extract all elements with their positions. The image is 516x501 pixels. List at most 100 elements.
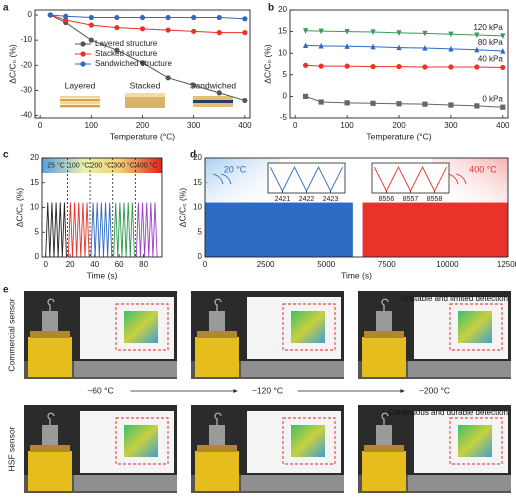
marker [474,32,480,39]
marker [500,47,506,54]
wave-line [67,202,90,258]
heater [362,337,406,377]
plot-frame [41,157,163,258]
plot-frame [204,157,509,258]
sensor-pad [197,331,237,338]
marker [302,28,309,34]
marker [242,16,248,22]
x-tick-label: 60 [115,260,124,269]
detection-box [449,303,503,351]
temperature-step: ~120 °C [252,385,283,395]
x-tick-label: 0 [38,121,43,130]
inset-frame [267,162,346,194]
y-tick-label: -40 [20,111,32,120]
marker [80,41,86,47]
sample-image [193,100,233,103]
inset-tick-label: 8558 [427,196,443,203]
weight [376,425,392,445]
marker [88,22,94,28]
marker [370,43,376,50]
heat-arrow [212,173,232,185]
sensor-pad [364,445,404,452]
marker [216,30,222,36]
marker [396,44,402,51]
keyboard [74,361,177,377]
x-tick-label: 80 [139,260,148,269]
x-tick-label: 20 [66,260,75,269]
marker [242,97,248,104]
sample-image [60,102,100,105]
heat-map [291,311,325,343]
sample-image [60,99,100,102]
x-tick-label: 2500 [257,260,275,269]
series-label: 120 kPa [473,23,503,32]
weight [376,311,392,331]
marker [302,93,309,99]
marker [396,63,402,70]
marker [63,17,69,23]
series-line [305,64,503,68]
marker [396,101,402,107]
inset-label: Stacked [130,80,161,90]
detection-box [282,417,336,465]
y-tick-label: -20 [20,60,32,69]
marker [114,14,120,21]
marker [165,75,171,81]
marker [165,14,171,21]
hook [381,412,389,425]
x-tick-label: 400 [496,121,510,130]
sample-image [125,93,165,97]
wave-line [45,202,67,258]
photo-caption: Continuous and durable detection [388,408,508,417]
marker [114,24,120,31]
x-tick-label: 200 [392,121,406,130]
marker [344,43,350,49]
x-axis-label: Temperature (°C) [366,131,431,141]
heat-map [124,311,158,343]
heater [28,337,72,377]
y-tick-label: 5 [198,227,203,236]
marker [139,60,146,66]
hook [214,412,222,425]
x-tick-label: 100 [85,121,99,130]
weight [42,425,58,445]
marker [88,14,94,21]
series-label: 0 kPa [482,94,503,103]
row-label: Commercial sensor [6,298,16,371]
sensor-pad [30,445,70,452]
inset-tick-label: 2423 [323,196,339,203]
y-tick-label: 0 [283,92,288,101]
marker [242,30,248,36]
heater [28,451,72,491]
panel-letter: e [3,285,9,296]
temperature-label: 400 °C [136,161,157,169]
marker [191,14,197,21]
x-axis-label: Temperature (°C) [110,131,175,141]
y-axis-label: ΔC/C₀ (%) [7,44,17,84]
marker [344,29,350,35]
heat-map [458,311,492,343]
row-label: HSF sensor [6,426,16,471]
marker [370,63,376,70]
inset-tick-label: 2421 [275,196,291,203]
hook [47,412,55,425]
detection-box [115,303,169,351]
marker [500,33,506,40]
inset-tick-label: 2422 [299,196,315,203]
marker [318,28,324,35]
keyboard [241,475,344,491]
y-tick-label: 20 [193,153,202,162]
y-tick-label: 5 [283,70,288,79]
x-tick-label: 0 [203,260,208,269]
marker [80,51,86,57]
hook [47,298,55,311]
x-axis-label: Time (s) [87,270,118,280]
x-tick-label: 7500 [378,260,396,269]
marker [448,102,454,108]
y-tick-label: -5 [280,113,288,122]
series-line [305,44,503,52]
marker [396,30,402,36]
marker [191,82,197,88]
marker [80,61,86,67]
y-tick-label: 20 [278,5,287,14]
